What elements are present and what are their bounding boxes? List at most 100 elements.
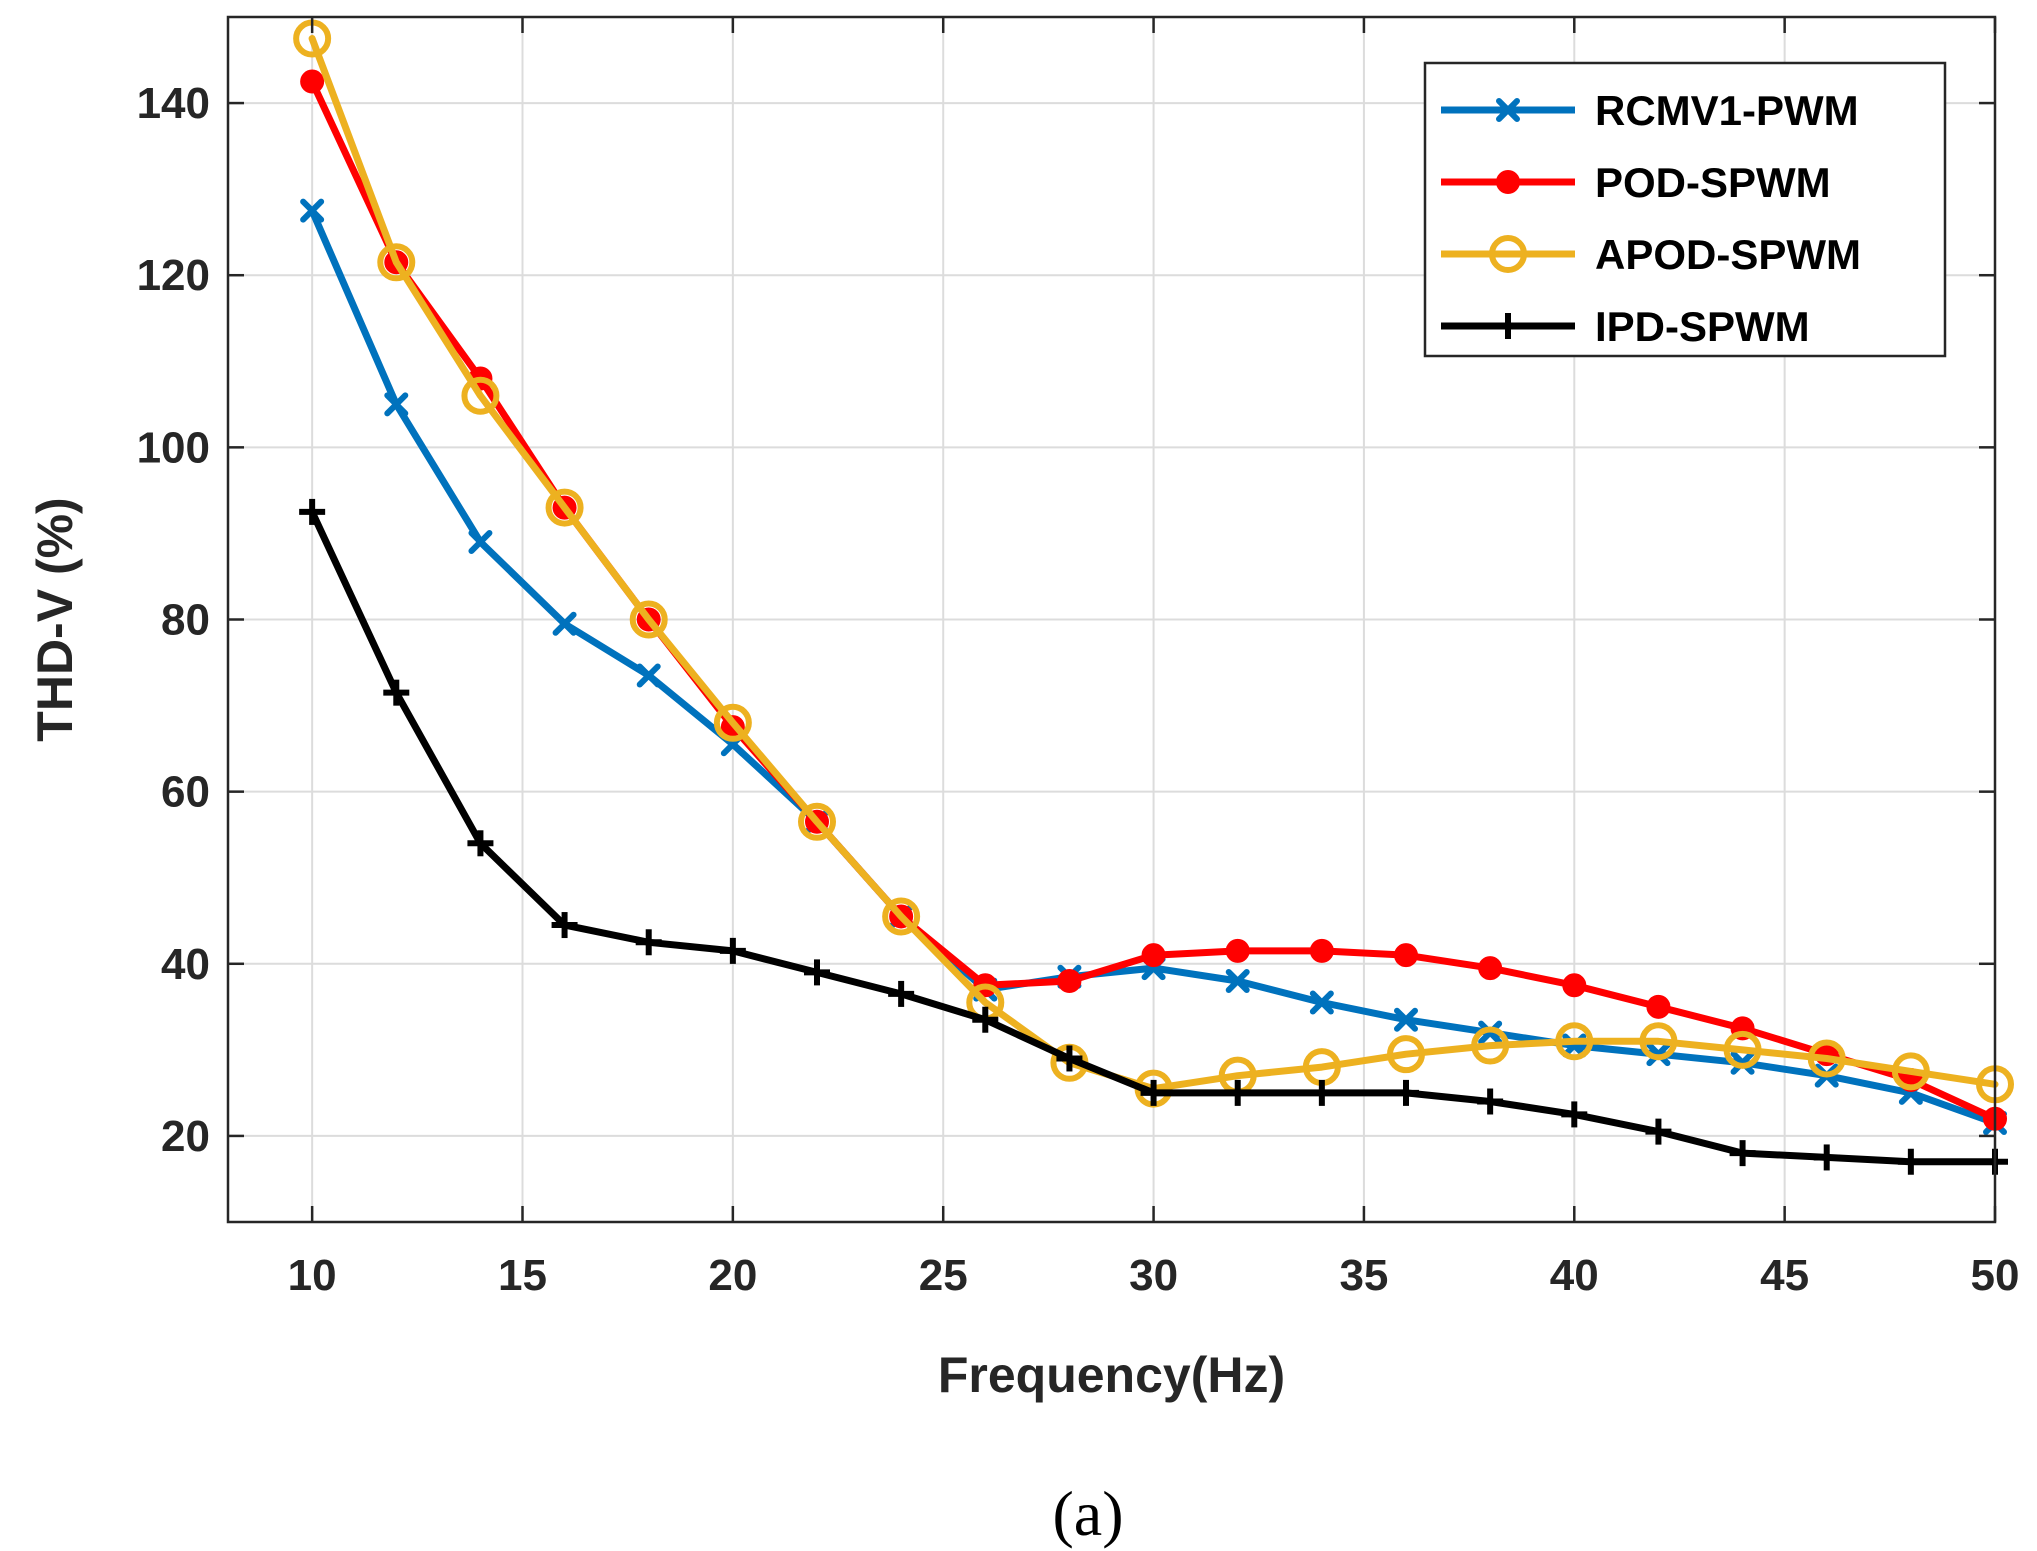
data-point-ipd-spwm	[551, 912, 578, 939]
data-point-ipd-spwm	[1729, 1140, 1756, 1167]
data-point-apod-spwm	[713, 703, 752, 742]
marker-x	[1496, 98, 1520, 122]
data-point-pod-spwm	[1646, 994, 1671, 1019]
data-point-ipd-spwm	[1056, 1045, 1083, 1072]
data-point-apod-spwm	[629, 600, 668, 639]
marker-x	[1730, 1050, 1755, 1075]
marker-x	[1646, 1042, 1671, 1067]
marker-circle	[1723, 1030, 1762, 1069]
legend-label: APOD-SPWM	[1595, 231, 1861, 278]
data-point-apod-spwm	[545, 488, 584, 527]
y-tick-label: 40	[161, 940, 210, 989]
x-tick-label: 20	[708, 1251, 757, 1300]
marker-circle	[882, 897, 921, 936]
data-point-apod-spwm	[1471, 1026, 1510, 1065]
data-point-apod-spwm	[1555, 1022, 1594, 1061]
marker-x	[552, 611, 577, 636]
data-point-rcmv1-pwm	[552, 611, 577, 636]
data-point-rcmv1-pwm	[384, 392, 409, 417]
marker-x	[468, 530, 493, 555]
data-point-apod-spwm	[798, 802, 836, 841]
x-tick-label: 50	[1971, 1251, 2020, 1300]
data-point-rcmv1-pwm	[1730, 1050, 1755, 1075]
data-point-ipd-spwm	[972, 1006, 999, 1033]
data-point-pod-spwm	[1141, 943, 1166, 968]
data-point-ipd-spwm	[1561, 1101, 1588, 1128]
series-layer	[293, 19, 2014, 1175]
data-point-ipd-spwm	[1308, 1079, 1335, 1106]
y-tick-label: 120	[137, 251, 210, 300]
data-point-ipd-spwm	[1645, 1118, 1672, 1145]
marker-circle	[713, 703, 752, 742]
marker-circle	[1555, 1022, 1594, 1061]
data-point-apod-spwm	[461, 376, 500, 415]
data-point-rcmv1-pwm	[1309, 990, 1334, 1015]
data-point-ipd-spwm	[1897, 1148, 1924, 1175]
legend-entry-rcmv1-pwm: RCMV1-PWM	[1441, 87, 1859, 134]
marker-x	[300, 198, 325, 223]
x-tick-label: 45	[1760, 1251, 1809, 1300]
x-tick-label: 30	[1129, 1251, 1178, 1300]
series-ipd-spwm	[299, 498, 2008, 1175]
data-point-ipd-spwm	[1393, 1079, 1419, 1106]
data-point-pod-spwm	[1057, 969, 1082, 993]
data-point-pod-spwm	[1225, 938, 1250, 963]
y-tick-label: 20	[161, 1112, 210, 1161]
marker-circle	[1807, 1039, 1846, 1078]
marker-x	[384, 392, 409, 417]
x-tick-label: 15	[498, 1251, 547, 1300]
y-tick-label: 80	[161, 596, 210, 645]
data-point-ipd-spwm	[1140, 1079, 1167, 1106]
data-point-rcmv1-pwm	[300, 198, 325, 223]
data-point-apod-spwm	[1387, 1035, 1425, 1074]
data-point-apod-spwm	[1807, 1039, 1846, 1078]
marker-circle	[461, 376, 500, 415]
data-point-apod-spwm	[1891, 1052, 1930, 1091]
data-point-rcmv1-pwm	[1478, 1020, 1503, 1045]
marker-x	[1225, 969, 1250, 993]
x-axis-label: Frequency(Hz)	[938, 1347, 1285, 1403]
data-point-pod-spwm	[1394, 943, 1418, 968]
data-point-pod-spwm	[1562, 973, 1587, 998]
marker-dot	[1646, 994, 1671, 1019]
marker-circle	[1639, 1022, 1678, 1061]
y-tick-label: 60	[161, 768, 210, 817]
marker-circle	[377, 243, 416, 282]
marker-x	[1478, 1020, 1503, 1045]
marker-circle	[1891, 1052, 1930, 1091]
legend-entry-ipd-spwm: IPD-SPWM	[1441, 303, 1810, 350]
marker-dot	[1309, 938, 1334, 963]
data-point-pod-spwm	[1478, 956, 1503, 981]
data-point-apod-spwm	[1723, 1030, 1762, 1069]
data-point-apod-spwm	[882, 897, 921, 936]
x-tick-label: 25	[919, 1251, 968, 1300]
marker-x	[636, 663, 661, 688]
x-tick-label: 40	[1550, 1251, 1599, 1300]
marker-circle	[1489, 235, 1527, 273]
legend-label: RCMV1-PWM	[1595, 87, 1859, 134]
marker-dot	[300, 69, 325, 94]
marker-x	[1309, 990, 1334, 1015]
marker-dot	[1394, 943, 1418, 968]
marker-dot	[1562, 973, 1587, 998]
data-point-ipd-spwm	[888, 980, 915, 1007]
marker-x	[1394, 1007, 1418, 1032]
data-point-rcmv1-pwm	[1394, 1007, 1418, 1032]
x-tick-label: 35	[1339, 1251, 1388, 1300]
marker-circle	[798, 802, 836, 841]
data-point-ipd-spwm	[719, 937, 746, 964]
ticks	[228, 17, 1997, 1222]
data-point-ipd-spwm	[804, 959, 830, 986]
marker-circle	[1471, 1026, 1510, 1065]
data-point-rcmv1-pwm	[1225, 969, 1250, 993]
legend-entry-pod-spwm: POD-SPWM	[1441, 159, 1831, 206]
marker-dot	[1141, 943, 1166, 968]
marker-dot	[1225, 938, 1250, 963]
marker-circle	[1387, 1035, 1425, 1074]
legend-label: IPD-SPWM	[1595, 303, 1810, 350]
legend-entry-apod-spwm: APOD-SPWM	[1441, 231, 1861, 278]
marker-dot	[1496, 170, 1520, 194]
data-point-ipd-spwm	[1813, 1144, 1840, 1171]
data-point-ipd-spwm	[467, 830, 494, 857]
